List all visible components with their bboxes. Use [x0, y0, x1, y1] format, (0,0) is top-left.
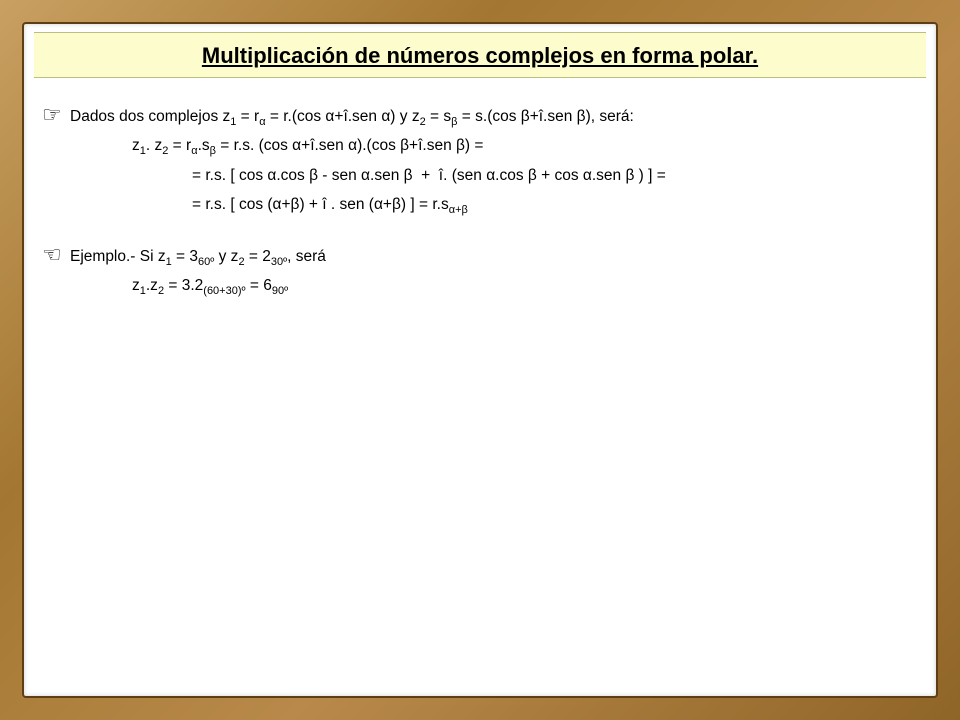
- wooden-frame: Multiplicación de números complejos en f…: [0, 0, 960, 720]
- slide-content: ☞ Dados dos complejos z1 = rα = r.(cos α…: [34, 102, 926, 301]
- definition-intro: Dados dos complejos z1 = rα = r.(cos α+î…: [70, 102, 918, 131]
- title-bar: Multiplicación de números complejos en f…: [34, 32, 926, 78]
- slide-page: Multiplicación de números complejos en f…: [22, 22, 938, 698]
- definition-block: ☞ Dados dos complejos z1 = rα = r.(cos α…: [42, 102, 918, 131]
- hand-right-icon: ☞: [42, 102, 70, 128]
- example-result: z1.z2 = 3.2(60+30)º = 690º: [42, 271, 918, 300]
- derivation-line-3: = r.s. [ cos (α+β) + î . sen (α+β) ] = r…: [42, 190, 918, 219]
- example-block: ☜ Ejemplo.- Si z1 = 360º y z2 = 230º, se…: [42, 242, 918, 271]
- derivation-line-1: z1. z2 = rα.sβ = r.s. (cos α+î.sen α).(c…: [42, 131, 918, 160]
- example-intro: Ejemplo.- Si z1 = 360º y z2 = 230º, será: [70, 242, 918, 271]
- derivation-line-2: = r.s. [ cos α.cos β - sen α.sen β + î. …: [42, 161, 918, 190]
- hand-left-icon: ☜: [42, 242, 70, 268]
- slide-title: Multiplicación de números complejos en f…: [38, 43, 922, 69]
